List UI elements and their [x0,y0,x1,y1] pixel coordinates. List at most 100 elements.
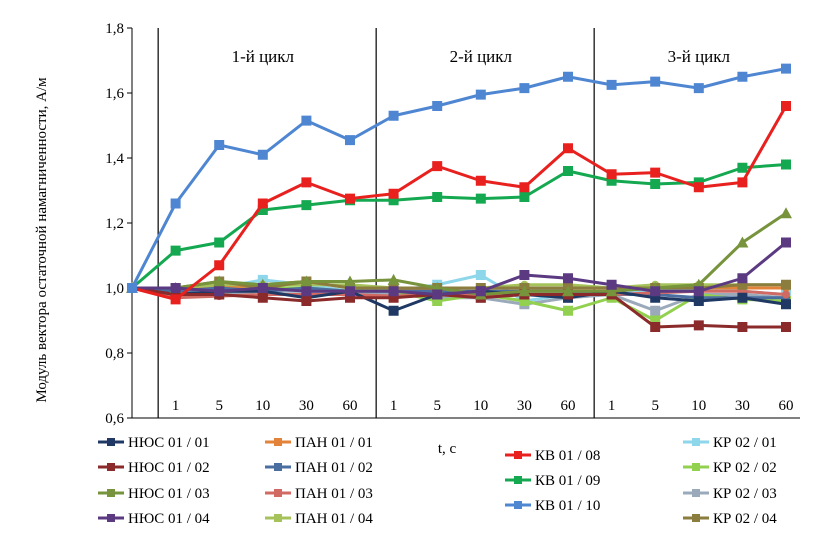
data-point [737,279,748,290]
legend-item: КР 02 / 03 [683,486,777,502]
series-line [132,280,786,290]
data-point [737,273,748,284]
data-point [214,140,225,150]
data-point [344,275,356,287]
data-point [387,273,400,285]
data-point [693,182,704,193]
legend-swatch-marker [107,489,115,497]
data-point [650,305,661,316]
legend-item: КВ 01 / 10 [505,498,600,514]
legend-item: ПАН 01 / 01 [265,435,373,451]
data-point [563,273,573,284]
series-group [126,63,792,332]
data-point [345,286,355,297]
legend-swatch-marker [274,514,282,522]
data-point [170,294,181,305]
data-point [737,292,748,303]
data-point [127,283,137,293]
data-point [214,260,225,271]
series-КВ 01 / 08 [127,101,791,305]
x-tick-label: 60 [561,398,576,414]
legend-label: ПАН 01 / 03 [295,486,373,502]
legend-swatch-marker [692,463,700,471]
data-point [301,200,312,211]
legend-label: НЮС 01 / 03 [128,486,210,502]
data-point [518,285,531,297]
data-point [650,179,661,189]
data-point [693,286,704,297]
data-point [257,149,268,160]
legend: НЮС 01 / 01 НЮС 01 / 02 НЮС 01 / 03 НЮС 01 … [98,435,777,527]
series-НЮС 01 / 04 [127,237,791,300]
data-point [432,192,443,202]
data-point [519,182,530,193]
data-point [606,279,617,290]
y-tick-label: 1,0 [105,281,124,297]
data-point [214,286,225,297]
data-point [388,292,399,303]
data-point [388,286,399,297]
series-line [131,105,788,301]
legend-swatch-marker [274,489,282,497]
data-point [693,296,704,306]
data-point [388,188,399,199]
legend-swatch-marker [107,514,115,522]
legend-item: ПАН 01 / 02 [265,460,373,476]
data-point [345,292,355,303]
legend-swatch-marker [692,438,700,446]
legend-item: ПАН 01 / 04 [265,511,373,527]
y-tick-label: 1,4 [105,151,124,167]
legend-item: КР 02 / 02 [683,460,777,476]
y-axis-label: Модуль вектора остаточной намагниченност… [34,77,50,403]
data-point [475,175,486,186]
legend-swatch-marker [514,501,522,509]
legend-swatch-marker [514,451,522,459]
legend-item: НЮС 01 / 03 [98,486,210,502]
y-tick-label: 1,8 [105,21,124,37]
x-tick-label: 10 [255,398,270,414]
data-point [650,292,661,303]
legend-label: КР 02 / 02 [713,460,777,476]
data-point [737,322,748,332]
legend-swatch-marker [692,514,700,522]
data-point [519,192,530,202]
legend-label: КР 02 / 03 [713,486,777,502]
x-tick-label: 1 [172,398,180,414]
data-point [781,63,791,74]
cycle-dividers [157,28,595,418]
data-point [257,205,268,215]
data-point [257,283,268,293]
legend-swatch-marker [514,476,522,484]
legend-item: ПАН 01 / 03 [265,486,373,502]
data-point [605,285,618,297]
legend-label: КВ 01 / 10 [535,498,600,514]
legend-label: ПАН 01 / 02 [295,460,373,476]
data-point [781,101,791,111]
data-point [388,305,399,316]
data-point [563,166,573,176]
data-point [650,322,661,332]
data-point [388,110,399,121]
series-line [132,212,787,296]
x-tick-label: 10 [691,398,706,414]
legend-label: КР 02 / 04 [713,511,777,527]
cycle-label: 1-й цикл [232,47,295,66]
data-point [781,237,791,248]
x-tick-labels: 1 5 10 30 60 1 5 10 30 60 1 5 10 30 60 [172,398,794,414]
data-point [170,198,181,209]
data-point [301,115,312,126]
legend-item: КВ 01 / 09 [505,473,600,489]
x-axis-label: t, c [438,441,457,457]
data-point [475,89,486,100]
data-point [214,237,225,248]
data-point [650,286,661,297]
data-point [301,296,312,306]
legend-label: НЮС 01 / 04 [128,511,210,527]
legend-label: ПАН 01 / 01 [295,435,373,451]
data-point [257,292,268,303]
legend-item: НЮС 01 / 04 [98,511,210,527]
series-line [132,241,787,296]
data-point [432,161,443,172]
data-point [475,286,486,297]
